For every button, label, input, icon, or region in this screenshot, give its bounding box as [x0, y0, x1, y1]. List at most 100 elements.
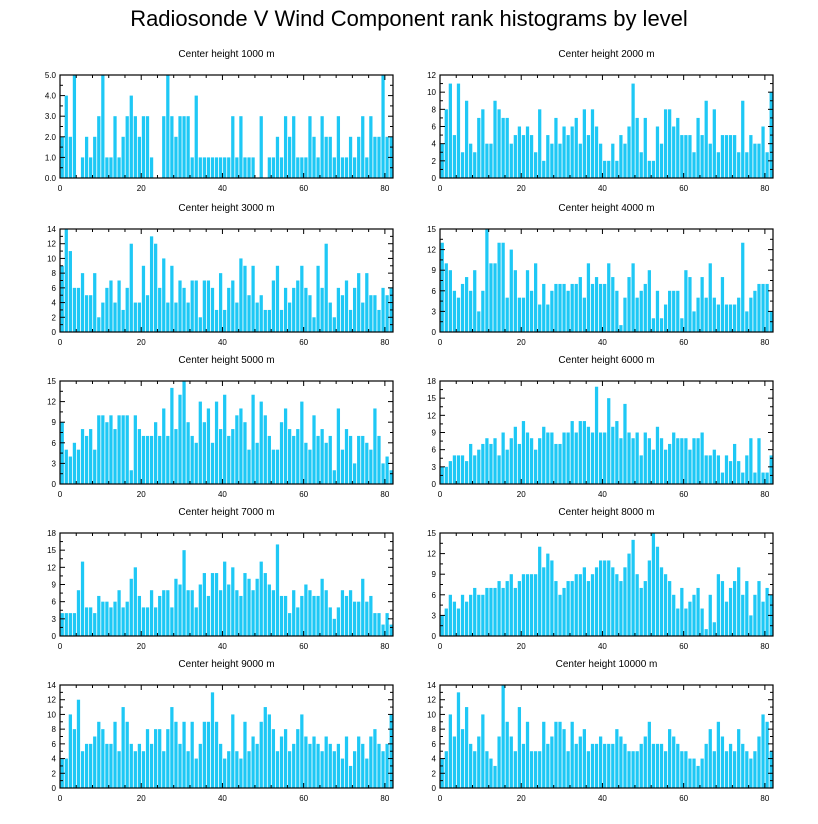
histogram-bar — [263, 573, 267, 636]
y-tick-label: 9 — [432, 429, 437, 438]
histogram-bar — [611, 743, 615, 788]
histogram-bar — [586, 751, 591, 788]
histogram-bar — [239, 595, 243, 636]
histogram-bar — [255, 578, 259, 636]
histogram-bar — [105, 287, 109, 332]
x-tick-label: 0 — [58, 490, 63, 499]
histogram-bar — [170, 607, 174, 636]
histogram-bar — [235, 751, 239, 788]
histogram-bar — [554, 581, 558, 636]
histogram-bar — [505, 721, 509, 788]
histogram-bar — [570, 581, 574, 636]
histogram-bar — [676, 117, 680, 178]
histogram-bar — [89, 429, 93, 484]
histogram-bar — [558, 594, 562, 636]
histogram-bar — [513, 587, 517, 636]
histogram-bar — [141, 751, 146, 788]
y-tick-label: 0 — [432, 174, 437, 183]
histogram-bar — [521, 743, 526, 788]
histogram-bar — [348, 309, 353, 332]
y-tick-label: 3 — [432, 307, 437, 316]
histogram-bar — [554, 443, 558, 484]
histogram-bar — [141, 435, 146, 484]
histogram-bar — [590, 743, 595, 788]
histogram-bar — [680, 587, 684, 636]
histogram-bar — [162, 751, 166, 788]
histogram-bar — [357, 136, 361, 178]
histogram-bar — [704, 455, 708, 484]
histogram-panel: Center height 9000 m 0 2 4 6 8 10 12 14 0 20 40 60 80 — [47, 659, 394, 803]
histogram-bar — [97, 317, 101, 332]
y-tick-label: 6 — [52, 284, 57, 293]
histogram-bar — [473, 270, 477, 332]
histogram-bar — [348, 435, 353, 484]
histogram-bar — [663, 304, 668, 332]
histogram-bar — [312, 736, 316, 788]
histogram-bar — [733, 751, 737, 788]
histogram-bar — [603, 283, 607, 332]
histogram-bar — [121, 707, 125, 788]
histogram-bar — [279, 595, 284, 636]
histogram-bar — [631, 539, 635, 636]
histogram-bar — [129, 578, 133, 636]
histogram-bar — [684, 751, 688, 788]
x-tick-label: 20 — [517, 490, 526, 499]
histogram-bar — [529, 135, 534, 178]
y-tick-label: 14 — [427, 681, 436, 690]
histogram-bar — [562, 729, 566, 788]
y-tick-label: 0 — [52, 328, 57, 337]
histogram-bar — [757, 283, 761, 332]
histogram-bar — [607, 560, 611, 636]
histogram-bar — [720, 472, 725, 484]
histogram-bar — [704, 629, 708, 636]
x-tick-label: 40 — [598, 338, 607, 347]
histogram-bar — [279, 157, 284, 178]
histogram-bar — [452, 736, 457, 788]
histogram-bar — [296, 729, 300, 788]
histogram-bar — [84, 435, 89, 484]
histogram-bar — [700, 277, 704, 332]
histogram-bar — [64, 758, 68, 788]
histogram-bar — [477, 117, 481, 178]
histogram-bar — [275, 544, 280, 636]
histogram-bar — [554, 721, 558, 788]
histogram-bar — [566, 290, 570, 332]
histogram-bar — [444, 466, 448, 484]
histogram-bar — [473, 751, 477, 788]
x-tick-label: 0 — [58, 184, 63, 193]
histogram-bar — [283, 408, 288, 484]
histogram-panel: Center height 8000 m 0 3 6 9 12 15 0 20 40 60 80 — [427, 507, 774, 651]
histogram-bar — [672, 594, 676, 636]
histogram-bar — [497, 736, 501, 788]
histogram-bar — [733, 135, 737, 178]
histogram-bar — [542, 426, 546, 484]
histogram-bar — [389, 624, 393, 636]
x-tick-label: 20 — [137, 338, 146, 347]
histogram-bar — [720, 581, 725, 636]
histogram-bar — [538, 109, 542, 178]
histogram-bar — [304, 442, 308, 484]
histogram-bar — [464, 100, 469, 178]
histogram-bar — [80, 561, 85, 636]
histogram-bar — [627, 277, 631, 332]
histogram-bar — [365, 157, 369, 178]
histogram-bar — [332, 157, 336, 178]
histogram-bar — [145, 607, 150, 636]
histogram-bar — [578, 421, 582, 484]
histogram-bar — [320, 578, 324, 636]
histogram-bar — [332, 751, 336, 788]
histogram-bar — [749, 297, 753, 332]
histogram-bar — [724, 601, 729, 636]
y-tick-label: 5.0 — [45, 71, 57, 80]
histogram-bar — [133, 302, 137, 332]
histogram-bar — [769, 751, 773, 788]
histogram-bar — [765, 721, 769, 788]
histogram-bar — [214, 721, 219, 788]
histogram-bar — [137, 429, 142, 484]
histogram-bar — [456, 297, 461, 332]
histogram-bar — [728, 587, 733, 636]
histogram-bar — [105, 157, 109, 178]
histogram-bar — [594, 567, 599, 636]
histogram-bar — [239, 116, 243, 178]
histogram-bar — [643, 283, 647, 332]
